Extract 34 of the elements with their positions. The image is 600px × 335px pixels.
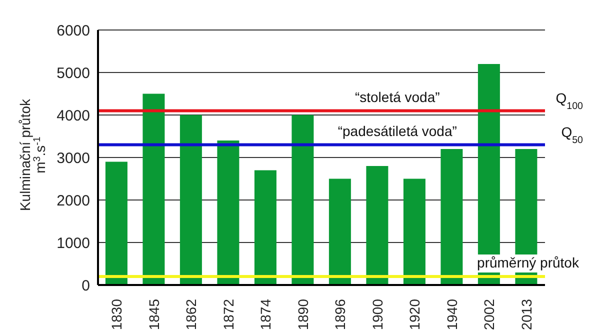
x-tick-label: 1900 [369, 298, 386, 330]
bar [366, 166, 388, 285]
ref-line-label: Q$_{50}$ [561, 124, 584, 146]
y-tick-label: 5000 [56, 64, 90, 82]
y-tick-label: 0 [82, 277, 90, 294]
x-tick-label: 2013 [518, 298, 534, 330]
y-tick-label: 2000 [56, 192, 90, 210]
bar [254, 170, 276, 285]
bar [403, 178, 426, 285]
ref-line-label: průměrný průtok [477, 254, 580, 270]
x-tick-label: 2002 [481, 298, 498, 330]
annotation: “stoletá voda” [354, 88, 440, 105]
y-tick-label: 6000 [56, 22, 90, 40]
bar [292, 115, 314, 285]
y-tick-label: 3000 [56, 150, 90, 167]
annotation: “padesátiletá voda” [338, 122, 458, 139]
bar [142, 94, 165, 285]
bar [180, 115, 202, 285]
x-tick-label: 1830 [108, 298, 125, 330]
x-tick-label: 1896 [332, 298, 348, 330]
y-tick-label: 1000 [56, 234, 90, 252]
x-tick-label: 1890 [294, 298, 311, 330]
bar [440, 149, 463, 285]
bar [105, 162, 128, 285]
bar [328, 178, 351, 285]
x-tick-label: 1845 [146, 298, 162, 330]
x-tick-label: 1920 [406, 298, 423, 330]
x-tick-label: 1940 [444, 298, 460, 330]
x-tick-label: 1862 [183, 298, 200, 330]
y-tick-label: 4000 [56, 107, 90, 124]
bar [217, 140, 240, 285]
x-tick-label: 1874 [258, 298, 274, 330]
ref-line-label: Q$_{100}$ [556, 90, 584, 112]
x-tick-label: 1872 [220, 298, 236, 330]
